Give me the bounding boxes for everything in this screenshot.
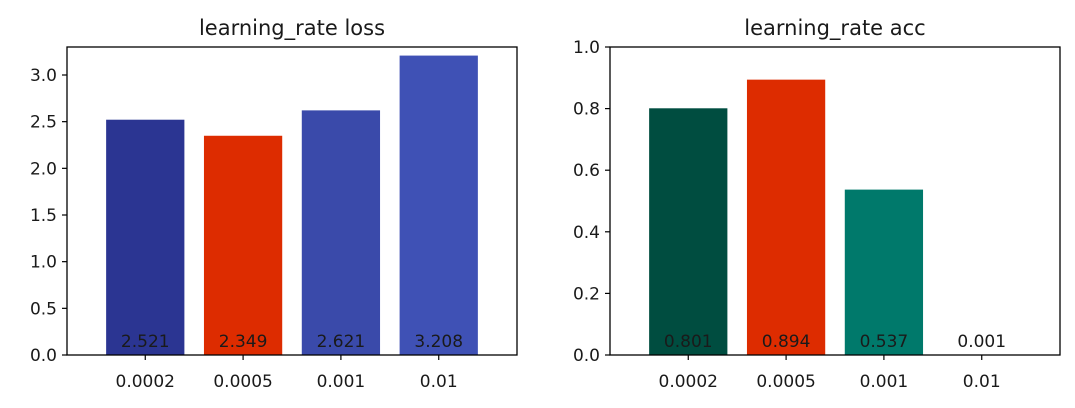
data-label: 0.894 bbox=[762, 332, 811, 352]
axes-frame bbox=[609, 46, 1061, 356]
data-label: 2.621 bbox=[317, 332, 366, 352]
y-tick-label: 0.6 bbox=[573, 161, 600, 181]
x-tick-label: 0.001 bbox=[860, 372, 909, 392]
x-tick-label: 0.01 bbox=[420, 372, 458, 392]
y-tick-label: 1.0 bbox=[573, 38, 600, 58]
bar-0.01 bbox=[399, 55, 478, 355]
y-tick-label: 0.0 bbox=[30, 346, 57, 366]
data-label: 0.801 bbox=[664, 332, 713, 352]
bar-0.0002 bbox=[649, 108, 728, 356]
data-label: 0.001 bbox=[957, 332, 1006, 352]
x-tick-label: 0.0002 bbox=[659, 372, 718, 392]
bar-0.001 bbox=[844, 189, 924, 355]
y-tick-label: 0.8 bbox=[573, 100, 600, 120]
chart-title: learning_rate loss bbox=[199, 16, 385, 41]
chart-panel-1: learning_rate loss 2.521 0.0002 2.349 0.0005… bbox=[30, 16, 518, 392]
x-tick-label: 0.01 bbox=[963, 372, 1001, 392]
bar-0.0005 bbox=[203, 135, 283, 355]
chart-title: learning_rate acc bbox=[744, 16, 925, 41]
y-tick-label: 0.4 bbox=[573, 223, 600, 243]
data-label: 2.521 bbox=[121, 332, 170, 352]
data-label: 3.208 bbox=[414, 332, 463, 352]
y-tick-label: 1.0 bbox=[30, 253, 57, 273]
y-tick-label: 3.0 bbox=[30, 66, 57, 86]
y-tick-label: 2.5 bbox=[30, 113, 57, 133]
data-label: 0.537 bbox=[860, 332, 909, 352]
y-tick-label: 2.0 bbox=[30, 159, 57, 179]
bar-0.0005 bbox=[746, 79, 826, 355]
y-tick-label: 0.2 bbox=[573, 284, 600, 304]
y-tick-label: 1.5 bbox=[30, 206, 57, 226]
x-tick-label: 0.0005 bbox=[213, 372, 272, 392]
x-tick-label: 0.0002 bbox=[116, 372, 175, 392]
y-tick-label: 0.5 bbox=[30, 299, 57, 319]
x-tick-label: 0.001 bbox=[317, 372, 366, 392]
data-label: 2.349 bbox=[219, 332, 268, 352]
axes-frame bbox=[66, 46, 518, 356]
y-tick-label: 0.0 bbox=[573, 346, 600, 366]
x-tick-label: 0.0005 bbox=[756, 372, 815, 392]
chart-panel-2: learning_rate acc 0.801 0.0002 0.894 0.0005 0… bbox=[573, 16, 1061, 392]
bar-0.0002 bbox=[106, 119, 185, 355]
bar-0.001 bbox=[301, 110, 381, 355]
